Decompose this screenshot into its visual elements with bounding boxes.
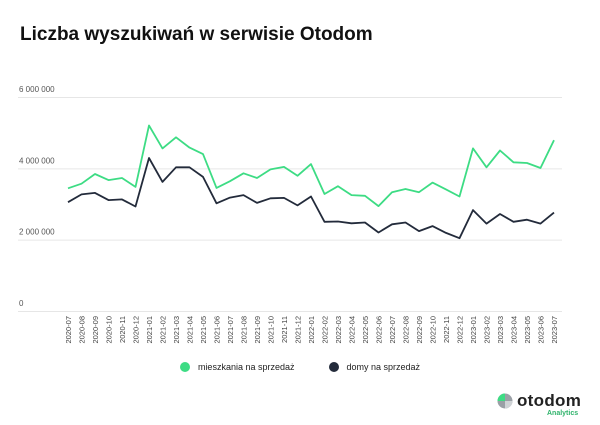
x-tick-label: 2021-06 xyxy=(213,316,222,344)
x-tick-label: 2021-02 xyxy=(159,316,168,344)
legend-label-domy: domy na sprzedaż xyxy=(346,362,421,372)
legend-item-domy: domy na sprzedaż xyxy=(328,362,421,372)
y-tick-label: 0 xyxy=(19,299,24,308)
x-tick-label: 2022-07 xyxy=(388,316,397,344)
logo-wordmark: otodom xyxy=(517,391,582,410)
legend-marker-domy xyxy=(328,362,339,372)
x-tick-label: 2023-01 xyxy=(469,316,478,344)
y-tick-label: 4 000 000 xyxy=(19,156,55,165)
line-chart: 0 2 000 000 4 000 000 6 000 000 2020-07 2020-… xyxy=(18,85,562,344)
x-tick-label: 2020-09 xyxy=(91,316,100,344)
y-tick-label: 2 000 000 xyxy=(19,228,55,237)
x-tick-label: 2021-01 xyxy=(145,316,154,344)
x-tick-label: 2023-02 xyxy=(483,316,492,344)
x-tick-label: 2023-06 xyxy=(537,316,546,344)
legend-marker-mieszkania xyxy=(179,362,190,372)
x-tick-label: 2020-07 xyxy=(64,316,73,344)
x-tick-label: 2022-12 xyxy=(456,316,465,344)
x-tick-label: 2021-04 xyxy=(186,316,195,344)
x-tick-label: 2022-10 xyxy=(429,316,438,344)
logo-subtitle: Analytics xyxy=(547,410,579,417)
x-tick-label: 2020-11 xyxy=(118,316,127,343)
otodom-logo-icon xyxy=(497,393,513,408)
x-tick-label: 2023-05 xyxy=(523,316,532,344)
x-tick-label: 2021-08 xyxy=(240,316,249,344)
x-tick-label: 2021-03 xyxy=(172,316,181,344)
x-tick-label: 2021-12 xyxy=(294,316,303,344)
x-tick-label: 2022-09 xyxy=(415,316,424,344)
x-tick-label: 2020-08 xyxy=(78,316,87,344)
series-line-mieszkania xyxy=(67,124,555,208)
series-line-domy xyxy=(67,157,555,240)
x-tick-label: 2023-03 xyxy=(496,316,505,344)
x-tick-label: 2022-05 xyxy=(361,316,370,344)
legend-label-mieszkania: mieszkania na sprzedaż xyxy=(197,362,295,372)
x-tick-label: 2023-04 xyxy=(510,316,519,344)
x-tick-label: 2021-09 xyxy=(253,316,262,344)
otodom-logo: otodom Analytics xyxy=(497,391,582,417)
x-tick-label: 2023-07 xyxy=(550,316,559,344)
x-tick-label: 2021-10 xyxy=(267,316,276,344)
x-tick-label: 2020-12 xyxy=(132,316,141,344)
x-tick-label: 2022-04 xyxy=(348,316,357,344)
x-tick-label: 2022-08 xyxy=(402,316,411,344)
x-tick-label: 2022-02 xyxy=(321,316,330,344)
legend-item-mieszkania: mieszkania na sprzedaż xyxy=(179,362,295,372)
x-tick-label: 2021-07 xyxy=(226,316,235,344)
x-tick-label: 2022-06 xyxy=(375,316,384,344)
y-tick-label: 6 000 000 xyxy=(19,85,55,94)
legend: mieszkania na sprzedaż domy na sprzedaż xyxy=(0,362,600,372)
x-tick-label: 2022-01 xyxy=(307,316,316,344)
x-tick-label: 2022-03 xyxy=(334,316,343,344)
x-tick-label: 2021-05 xyxy=(199,316,208,344)
chart-title: Liczba wyszukiwań w serwisie Otodom xyxy=(20,24,373,45)
x-tick-label: 2020-10 xyxy=(105,316,114,344)
x-tick-label: 2021-11 xyxy=(280,316,289,343)
x-tick-label: 2022-11 xyxy=(442,316,451,343)
